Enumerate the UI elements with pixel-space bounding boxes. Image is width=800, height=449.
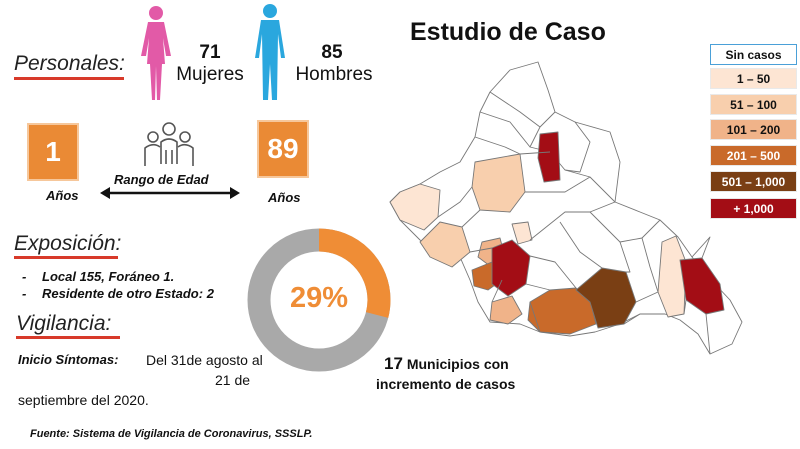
age-range-label: Rango de Edad — [114, 172, 209, 187]
men-count: 85 — [321, 42, 343, 63]
source-note: Fuente: Sistema de Vigilancia de Coronav… — [30, 428, 313, 440]
legend-item: Sin casos — [710, 44, 797, 65]
people-group-icon — [144, 122, 194, 166]
age-max-unit: Años — [268, 190, 301, 205]
list-item: - Residente de otro Estado: 2 — [22, 286, 214, 301]
onset-text-2: 21 de — [215, 372, 251, 388]
map-region — [489, 295, 523, 325]
surveillance-underline — [16, 336, 120, 339]
age-range-arrow-icon — [100, 187, 240, 199]
legend-item: 501 – 1,000 — [710, 171, 797, 192]
exposure-underline — [14, 256, 118, 259]
list-item: - Local 155, Foráneo 1. — [22, 269, 175, 284]
women-count: 71 — [199, 42, 221, 63]
onset-label: Inicio Síntomas: — [18, 352, 119, 367]
surveillance-title: Vigilancia: — [16, 312, 112, 335]
age-min-box: 1 — [27, 123, 79, 181]
female-figure-icon — [141, 6, 171, 100]
municipios-line2: incremento de casos — [376, 376, 516, 392]
municipios-line1: Municipios con — [406, 356, 509, 372]
age-min-value: 1 — [45, 136, 61, 167]
legend-item: 1 – 50 — [710, 68, 797, 89]
exposure-title: Exposición: — [14, 232, 122, 255]
donut-percent-label: 29% — [289, 282, 349, 314]
page-title: Estudio de Caso — [410, 18, 606, 46]
map-region — [511, 221, 533, 245]
legend-item: 51 – 100 — [710, 94, 797, 115]
personales-title: Personales: — [14, 52, 125, 75]
women-label: Mujeres — [176, 64, 244, 85]
state-map — [389, 61, 743, 355]
municipios-summary: 17 Municipios con incremento de casos — [376, 354, 515, 394]
men-label: Hombres — [295, 64, 373, 85]
exposure-list: - Local 155, Foráneo 1. - Residente de otr… — [22, 268, 222, 302]
municipios-count: 17 — [384, 354, 403, 373]
donut-arc — [247, 228, 391, 372]
map-region — [389, 183, 441, 231]
map-region — [471, 153, 526, 213]
map-region — [537, 131, 561, 183]
onset-text-1: Del 31de agosto al — [146, 352, 263, 368]
percent-donut — [247, 228, 391, 372]
legend-item: 201 – 500 — [710, 145, 797, 166]
age-min-unit: Años — [46, 188, 79, 203]
onset-text-3: septiembre del 2020. — [18, 392, 149, 408]
age-max-value: 89 — [267, 133, 299, 164]
age-max-box: 89 — [257, 120, 309, 178]
map-region — [575, 267, 637, 329]
map-region — [527, 287, 597, 335]
legend-item: + 1,000 — [710, 198, 797, 219]
legend-item: 101 – 200 — [710, 119, 797, 140]
personales-underline — [14, 77, 124, 80]
male-figure-icon — [255, 4, 285, 100]
